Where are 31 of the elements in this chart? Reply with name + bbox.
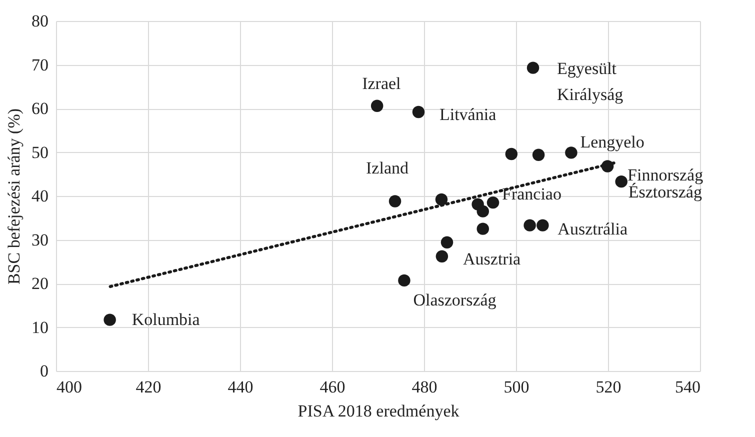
- annotation: Észtország: [628, 182, 702, 202]
- x-tick-label: 460: [320, 378, 346, 396]
- annotation: Finnország: [628, 165, 704, 184]
- annotation: Kolumbia: [132, 310, 200, 329]
- x-tick-label: 500: [504, 378, 530, 396]
- x-tick-label: 440: [228, 378, 254, 396]
- x-axis-title: PISA 2018 eredmények: [298, 402, 460, 420]
- y-tick-label: 50: [32, 142, 48, 162]
- y-tick-label: 70: [32, 55, 48, 74]
- y-tick-label: 20: [32, 274, 48, 293]
- x-tick-label: 540: [675, 378, 700, 396]
- annotation: Franciao: [502, 184, 562, 204]
- annotation: Ausztrália: [558, 219, 628, 238]
- y-tick-label: 40: [32, 186, 48, 206]
- annotation: Egyesült Királyság: [557, 58, 624, 104]
- annotation: Olaszország: [413, 290, 497, 310]
- y-tick-label: 0: [40, 362, 48, 380]
- y-tick-label: 10: [32, 318, 48, 337]
- x-tick-label: 520: [596, 378, 622, 396]
- x-tick-label: 400: [56, 378, 82, 396]
- y-tick-label: 60: [32, 99, 48, 118]
- y-axis-title: BSC befejezési arány (%): [4, 108, 24, 285]
- annotation: Izrael: [362, 74, 402, 93]
- annotation: Litvánia: [439, 105, 497, 124]
- annotation: Lengyelo: [580, 132, 644, 152]
- annotation: Ausztria: [463, 249, 522, 268]
- annotation: Izland: [366, 158, 409, 178]
- x-tick-label: 420: [136, 378, 162, 396]
- y-tick-label: 30: [32, 230, 48, 250]
- x-tick-label: 480: [412, 378, 438, 396]
- y-tick-label: 80: [32, 12, 48, 30]
